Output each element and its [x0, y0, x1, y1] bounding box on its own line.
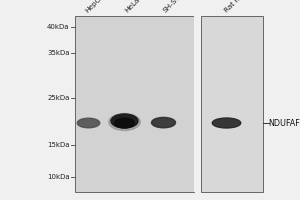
Ellipse shape — [77, 118, 100, 128]
Ellipse shape — [152, 117, 176, 128]
FancyBboxPatch shape — [201, 16, 262, 192]
Text: 25kDa: 25kDa — [47, 95, 70, 101]
Text: 15kDa: 15kDa — [47, 142, 70, 148]
Ellipse shape — [212, 118, 241, 128]
Text: 40kDa: 40kDa — [47, 24, 70, 30]
Ellipse shape — [109, 114, 140, 130]
FancyBboxPatch shape — [194, 16, 201, 192]
Text: Rat heart: Rat heart — [224, 0, 252, 14]
FancyBboxPatch shape — [75, 16, 194, 192]
Text: 10kDa: 10kDa — [47, 174, 70, 180]
Text: HeLa: HeLa — [123, 0, 140, 14]
Ellipse shape — [111, 114, 138, 128]
Text: SH-SY5Y: SH-SY5Y — [162, 0, 188, 14]
Text: 35kDa: 35kDa — [47, 50, 70, 56]
Text: NDUFAF2: NDUFAF2 — [268, 118, 300, 128]
Ellipse shape — [115, 118, 134, 128]
Text: HepG2: HepG2 — [84, 0, 106, 14]
